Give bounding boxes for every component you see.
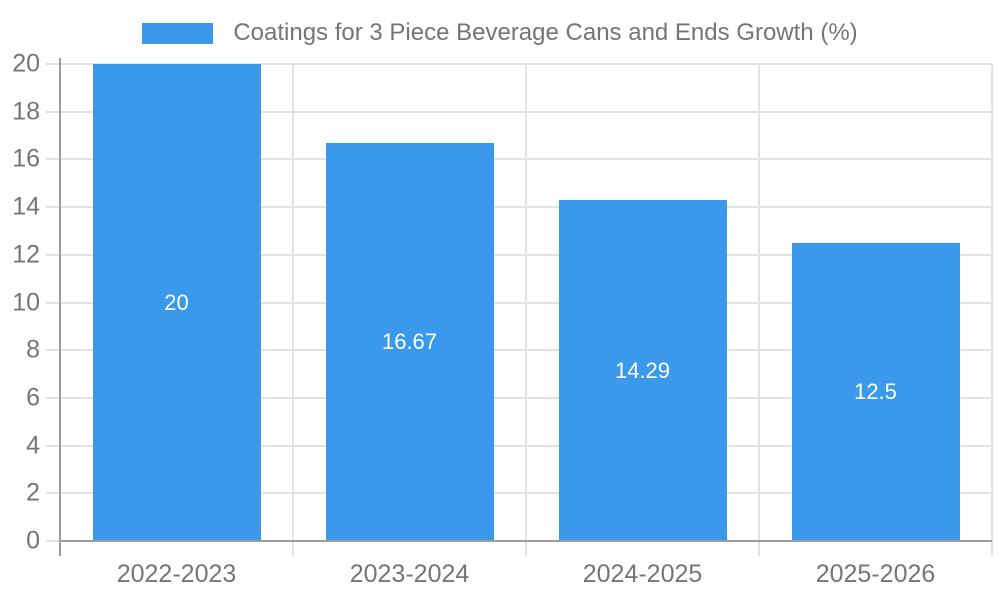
x-gridline xyxy=(525,64,527,556)
x-axis-line xyxy=(59,540,992,542)
bar xyxy=(325,143,494,541)
y-axis-tick-label: 4 xyxy=(26,431,40,460)
bar-value-label: 12.5 xyxy=(854,378,897,404)
x-axis-tick-label: 2023-2024 xyxy=(349,560,470,588)
y-gridline xyxy=(46,158,992,161)
chart-legend: Coatings for 3 Piece Beverage Cans and E… xyxy=(0,18,1000,48)
y-axis-tick-label: 20 xyxy=(12,49,40,78)
bar xyxy=(558,200,727,541)
y-gridline xyxy=(46,63,992,65)
y-axis-line xyxy=(59,58,61,556)
y-axis-tick-label: 14 xyxy=(12,192,40,221)
y-gridline xyxy=(46,110,992,113)
y-gridline xyxy=(46,444,992,447)
x-axis-tick-label: 2024-2025 xyxy=(582,560,703,588)
legend-swatch xyxy=(142,22,214,44)
y-gridline xyxy=(46,206,992,209)
y-axis-tick-label: 8 xyxy=(26,335,40,364)
y-axis-tick-label: 6 xyxy=(26,383,40,412)
bar-value-label: 16.67 xyxy=(381,329,438,355)
y-gridline xyxy=(46,349,992,352)
y-axis-tick-label: 18 xyxy=(12,97,40,126)
x-axis-tick-label: 2025-2026 xyxy=(815,560,936,588)
y-gridline xyxy=(46,253,992,256)
chart-title: Coatings for 3 Piece Beverage Cans and E… xyxy=(233,19,858,46)
y-axis-tick-label: 12 xyxy=(12,240,40,269)
y-axis-tick-label: 2 xyxy=(26,478,40,507)
y-gridline xyxy=(46,492,992,495)
y-axis-tick-label: 10 xyxy=(12,288,40,316)
x-gridline xyxy=(991,64,993,556)
bar-value-label: 20 xyxy=(164,289,189,315)
y-gridline xyxy=(46,396,992,399)
x-gridline xyxy=(292,64,294,556)
bar xyxy=(92,64,261,541)
bar-value-label: 14.29 xyxy=(614,357,671,383)
y-axis-tick-label: 16 xyxy=(12,144,40,173)
bar xyxy=(791,242,960,541)
y-axis-tick-label: 0 xyxy=(26,526,40,555)
x-axis-tick-label: 2022-2023 xyxy=(116,560,237,588)
y-gridline xyxy=(46,301,992,304)
x-gridline xyxy=(758,64,760,556)
